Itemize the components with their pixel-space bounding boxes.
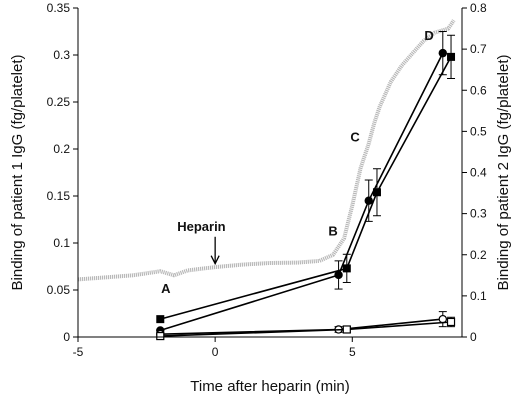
data-point-filled-square — [342, 264, 351, 273]
x-axis-title: Time after heparin (min) — [190, 378, 350, 395]
gray-trace-layer — [77, 19, 456, 282]
data-point-filled-circle — [334, 270, 343, 280]
y-right-tick-label: 0.2 — [470, 248, 487, 262]
series-line — [160, 52, 444, 332]
y-right-tick-label: 0.6 — [470, 83, 487, 97]
gray-trace-line — [77, 19, 456, 282]
y-left-tick-label: 0.15 — [47, 189, 71, 203]
y-left-tick-label: 0.35 — [47, 1, 71, 15]
data-point-filled-circle — [364, 196, 373, 205]
series-layer — [156, 31, 456, 341]
series-line — [160, 321, 452, 337]
point-annotation: D — [424, 28, 433, 43]
y-left-tick-label: 0 — [63, 330, 70, 344]
axes-layer: 0 0.05 0.1 0.15 0.2 0.25 0.3 0.35 0 0.1 0.2 0.3 0.4 0… — [47, 1, 487, 359]
y-right-tick-label: 0 — [470, 330, 477, 344]
x-tick-label: -5 — [73, 345, 84, 359]
series-line — [160, 56, 452, 320]
y-axis-left-title: Binding of patient 1 IgG (fg/platelet) — [9, 55, 26, 291]
y-right-tick-label: 0.7 — [470, 42, 487, 56]
y-left-tick-label: 0.2 — [53, 142, 70, 156]
point-annotation: A — [161, 281, 171, 296]
x-tick-label: 0 — [212, 345, 219, 359]
heparin-annotation: Heparin — [177, 219, 225, 234]
y-right-tick-label: 0.1 — [470, 289, 487, 303]
series-line — [160, 318, 443, 335]
data-point-filled-square — [372, 188, 381, 197]
annotations-layer: A B C D Heparin — [161, 28, 434, 296]
y-axis-right-title: Binding of patient 2 IgG (fg/platelet) — [495, 55, 512, 291]
data-point-open-square — [342, 325, 351, 334]
heparin-arrow-head — [210, 255, 220, 266]
data-point-filled-square — [156, 315, 165, 324]
y-left-tick-label: 0.1 — [53, 236, 70, 250]
y-left-tick-label: 0.25 — [47, 95, 71, 109]
data-point-filled-circle — [438, 48, 447, 58]
y-left-tick-label: 0.3 — [53, 48, 70, 62]
y-right-tick-label: 0.5 — [470, 124, 487, 138]
point-annotation: C — [350, 129, 360, 144]
x-tick-label: 5 — [349, 345, 356, 359]
y-right-tick-label: 0.8 — [470, 1, 487, 15]
data-point-open-square — [446, 317, 456, 327]
point-annotation: B — [328, 223, 337, 238]
y-left-tick-label: 0.05 — [47, 283, 71, 297]
data-point-open-square — [156, 331, 165, 341]
data-point-filled-square — [447, 52, 456, 61]
y-right-tick-label: 0.4 — [470, 166, 487, 180]
y-right-tick-label: 0.3 — [470, 207, 487, 221]
